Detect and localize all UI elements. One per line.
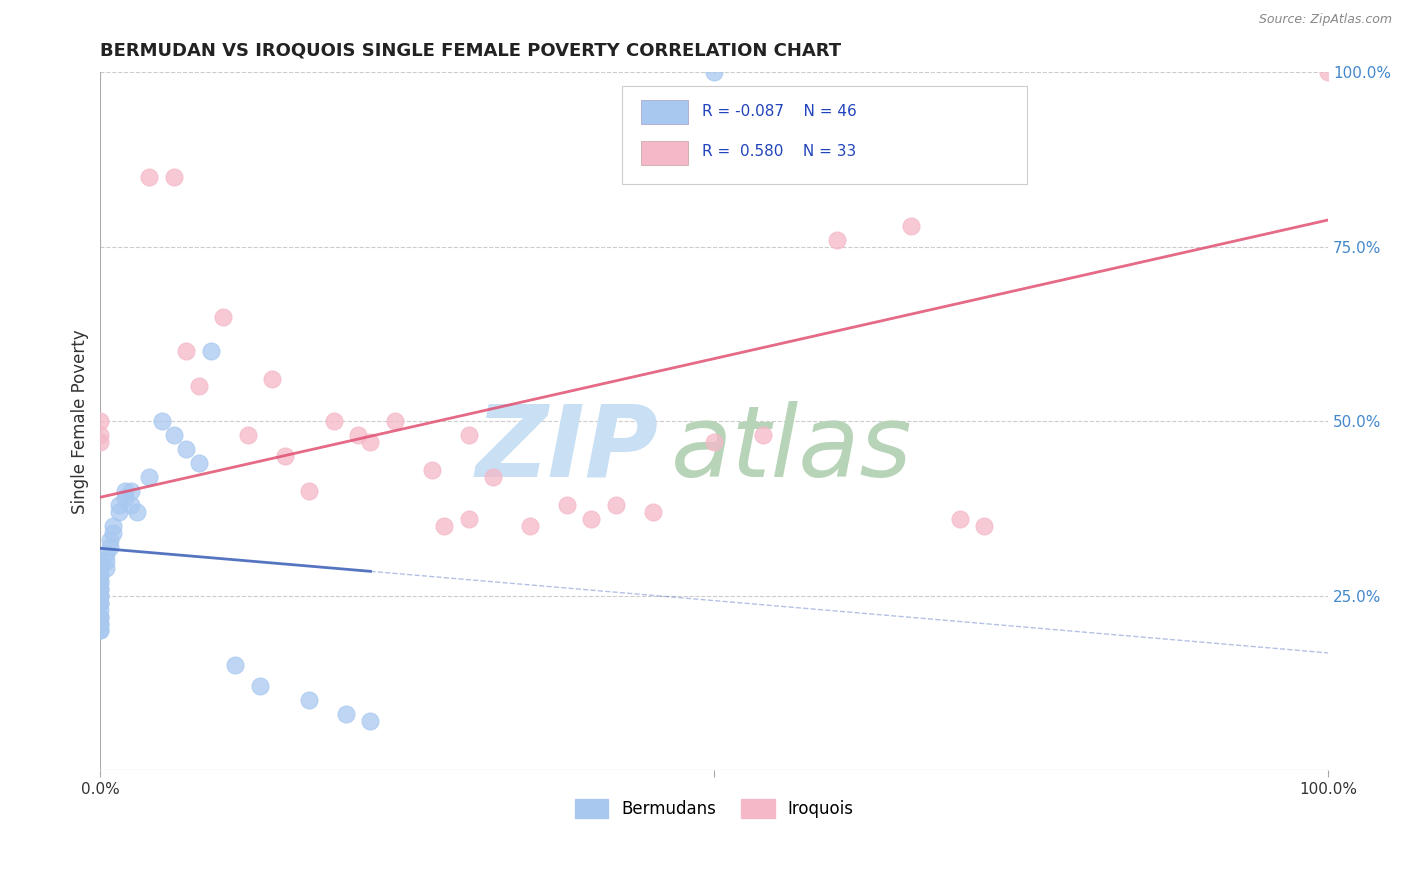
Point	[89, 574, 111, 589]
Point	[605, 498, 627, 512]
Point	[89, 602, 111, 616]
Point	[482, 470, 505, 484]
FancyBboxPatch shape	[623, 87, 1028, 184]
Point	[555, 498, 578, 512]
Point	[89, 609, 111, 624]
Point	[89, 616, 111, 631]
Point	[89, 554, 111, 568]
Point	[176, 442, 198, 456]
Point	[89, 435, 111, 450]
Text: R =  0.580    N = 33: R = 0.580 N = 33	[702, 145, 856, 160]
Point	[89, 596, 111, 610]
Point	[96, 554, 118, 568]
Point	[89, 554, 111, 568]
Point	[163, 170, 186, 185]
Point	[89, 589, 111, 603]
Point	[89, 582, 111, 596]
Text: atlas: atlas	[671, 401, 912, 498]
Point	[187, 456, 209, 470]
FancyBboxPatch shape	[641, 100, 689, 124]
Point	[298, 693, 321, 707]
Point	[420, 463, 443, 477]
Point	[200, 344, 222, 359]
Point	[98, 533, 121, 547]
Text: R = -0.087    N = 46: R = -0.087 N = 46	[702, 104, 856, 119]
Point	[89, 624, 111, 638]
Point	[127, 505, 149, 519]
Point	[120, 483, 142, 498]
Point	[101, 525, 124, 540]
Point	[96, 560, 118, 574]
Point	[249, 679, 271, 693]
Point	[187, 379, 209, 393]
Point	[150, 414, 173, 428]
Point	[641, 505, 664, 519]
Text: ZIP: ZIP	[477, 401, 659, 498]
Point	[89, 624, 111, 638]
Point	[359, 714, 381, 728]
Point	[825, 233, 848, 247]
Point	[89, 589, 111, 603]
Point	[212, 310, 235, 324]
Point	[89, 428, 111, 442]
Point	[236, 428, 259, 442]
Point	[581, 512, 603, 526]
Point	[384, 414, 406, 428]
Text: Source: ZipAtlas.com: Source: ZipAtlas.com	[1258, 13, 1392, 27]
Legend: Bermudans, Iroquois: Bermudans, Iroquois	[568, 792, 860, 824]
Point	[98, 540, 121, 554]
Point	[335, 707, 357, 722]
Point	[1317, 65, 1340, 79]
Point	[89, 414, 111, 428]
Point	[703, 65, 725, 79]
Point	[89, 609, 111, 624]
Point	[114, 483, 136, 498]
Point	[273, 449, 295, 463]
Point	[96, 547, 118, 561]
Point	[519, 519, 541, 533]
Point	[973, 519, 995, 533]
Point	[89, 574, 111, 589]
Point	[322, 414, 344, 428]
Point	[347, 428, 370, 442]
Point	[138, 470, 160, 484]
Point	[89, 596, 111, 610]
Point	[176, 344, 198, 359]
Point	[107, 498, 129, 512]
Point	[138, 170, 160, 185]
Point	[89, 616, 111, 631]
Point	[457, 512, 479, 526]
FancyBboxPatch shape	[641, 141, 689, 164]
Point	[120, 498, 142, 512]
Point	[89, 567, 111, 582]
Point	[89, 560, 111, 574]
Point	[224, 658, 246, 673]
Point	[703, 435, 725, 450]
Point	[89, 582, 111, 596]
Point	[359, 435, 381, 450]
Point	[89, 567, 111, 582]
Point	[107, 505, 129, 519]
Point	[900, 219, 922, 233]
Point	[457, 428, 479, 442]
Point	[949, 512, 972, 526]
Y-axis label: Single Female Poverty: Single Female Poverty	[72, 329, 89, 514]
Point	[752, 428, 775, 442]
Point	[262, 372, 284, 386]
Point	[101, 519, 124, 533]
Point	[163, 428, 186, 442]
Point	[433, 519, 456, 533]
Point	[114, 491, 136, 505]
Point	[298, 483, 321, 498]
Text: BERMUDAN VS IROQUOIS SINGLE FEMALE POVERTY CORRELATION CHART: BERMUDAN VS IROQUOIS SINGLE FEMALE POVER…	[100, 42, 841, 60]
